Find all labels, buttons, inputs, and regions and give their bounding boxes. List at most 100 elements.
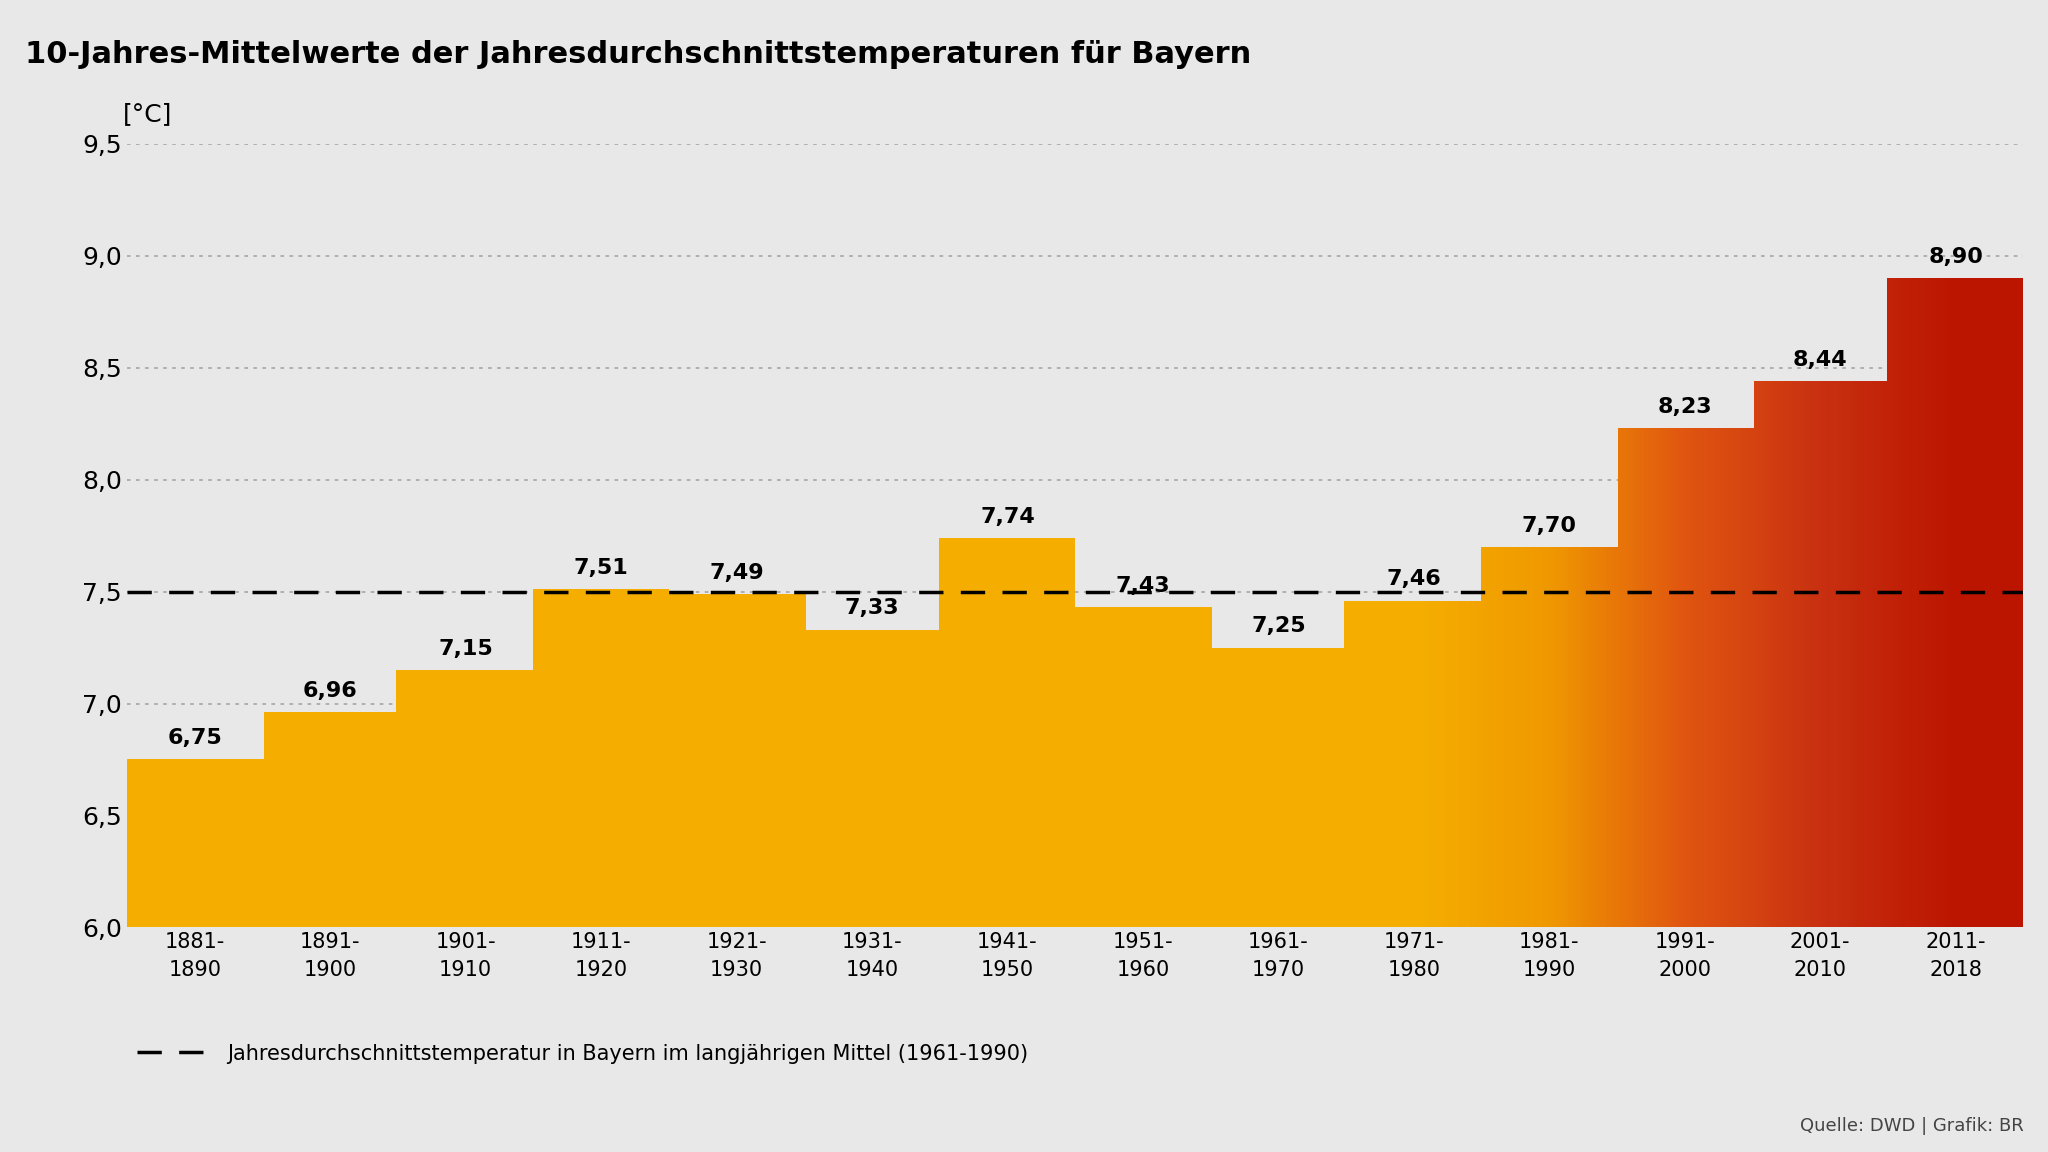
Bar <box>719 594 723 927</box>
Bar <box>438 670 442 927</box>
Bar <box>319 712 324 927</box>
Bar <box>715 594 719 927</box>
Bar <box>1583 547 1587 927</box>
Bar <box>221 759 225 927</box>
Bar <box>1294 647 1298 927</box>
Bar <box>1929 279 1933 927</box>
Bar <box>1516 547 1520 927</box>
Bar <box>336 712 340 927</box>
Bar <box>1155 607 1159 927</box>
Bar <box>723 594 727 927</box>
Bar <box>287 712 291 927</box>
Text: 6,75: 6,75 <box>168 728 221 749</box>
Bar <box>567 590 571 927</box>
Bar <box>1626 429 1628 927</box>
Bar <box>651 590 653 927</box>
Bar <box>1098 607 1102 927</box>
Bar <box>893 630 897 927</box>
Bar <box>1903 279 1907 927</box>
Bar <box>1087 607 1090 927</box>
Bar <box>1952 279 1956 927</box>
Bar <box>920 630 924 927</box>
Bar <box>1882 381 1886 927</box>
Bar <box>358 712 362 927</box>
Bar <box>700 594 705 927</box>
Bar <box>362 712 367 927</box>
Bar <box>729 594 733 927</box>
Bar <box>1036 538 1040 927</box>
Bar <box>760 594 764 927</box>
Bar <box>1997 279 2001 927</box>
Bar <box>1837 381 1841 927</box>
Bar <box>1249 647 1253 927</box>
Bar <box>1575 547 1579 927</box>
Bar <box>756 594 760 927</box>
Bar <box>1792 381 1796 927</box>
Bar <box>1944 279 1948 927</box>
Bar <box>127 759 131 927</box>
Bar <box>150 759 154 927</box>
Bar <box>371 712 373 927</box>
Bar <box>301 712 305 927</box>
Bar <box>1755 381 1757 927</box>
Bar <box>768 594 772 927</box>
Bar <box>1298 647 1303 927</box>
Bar <box>750 594 754 927</box>
Bar <box>1538 547 1542 927</box>
Bar <box>373 712 377 927</box>
Bar <box>408 670 412 927</box>
Bar <box>786 594 791 927</box>
Bar <box>309 712 313 927</box>
Bar <box>705 594 707 927</box>
Bar <box>829 630 831 927</box>
Bar <box>1049 538 1053 927</box>
Bar <box>754 594 756 927</box>
Bar <box>291 712 293 927</box>
Bar <box>1667 429 1671 927</box>
Bar <box>795 594 799 927</box>
Bar <box>733 594 737 927</box>
Bar <box>264 712 268 927</box>
Bar <box>1163 607 1165 927</box>
Bar <box>1675 429 1677 927</box>
Bar <box>1063 538 1067 927</box>
Bar <box>1008 538 1012 927</box>
Bar <box>1780 381 1784 927</box>
Bar <box>1640 429 1645 927</box>
Bar <box>662 590 666 927</box>
Bar <box>1628 429 1632 927</box>
Bar <box>889 630 893 927</box>
Bar <box>981 538 985 927</box>
Bar <box>1806 381 1810 927</box>
Bar <box>1579 547 1583 927</box>
Bar <box>260 759 264 927</box>
Bar <box>1026 538 1030 927</box>
Bar <box>1018 538 1022 927</box>
Bar <box>1917 279 1921 927</box>
Bar <box>1708 429 1712 927</box>
Bar <box>825 630 829 927</box>
Bar <box>1446 600 1450 927</box>
Bar <box>985 538 987 927</box>
Bar <box>1196 607 1200 927</box>
Bar <box>545 590 549 927</box>
Bar <box>211 759 215 927</box>
Bar <box>1079 607 1083 927</box>
Bar <box>483 670 487 927</box>
Bar <box>532 590 537 927</box>
Bar <box>1645 429 1649 927</box>
Bar <box>416 670 420 927</box>
Bar <box>1962 279 1966 927</box>
Bar <box>1470 600 1473 927</box>
Bar <box>1280 647 1284 927</box>
Bar <box>737 594 741 927</box>
Bar <box>1022 538 1026 927</box>
Bar <box>741 594 745 927</box>
Bar <box>1499 547 1503 927</box>
Bar <box>1561 547 1565 927</box>
Bar <box>135 759 139 927</box>
Bar <box>1417 600 1421 927</box>
Bar <box>946 538 950 927</box>
Bar <box>1409 600 1413 927</box>
Bar <box>934 630 938 927</box>
